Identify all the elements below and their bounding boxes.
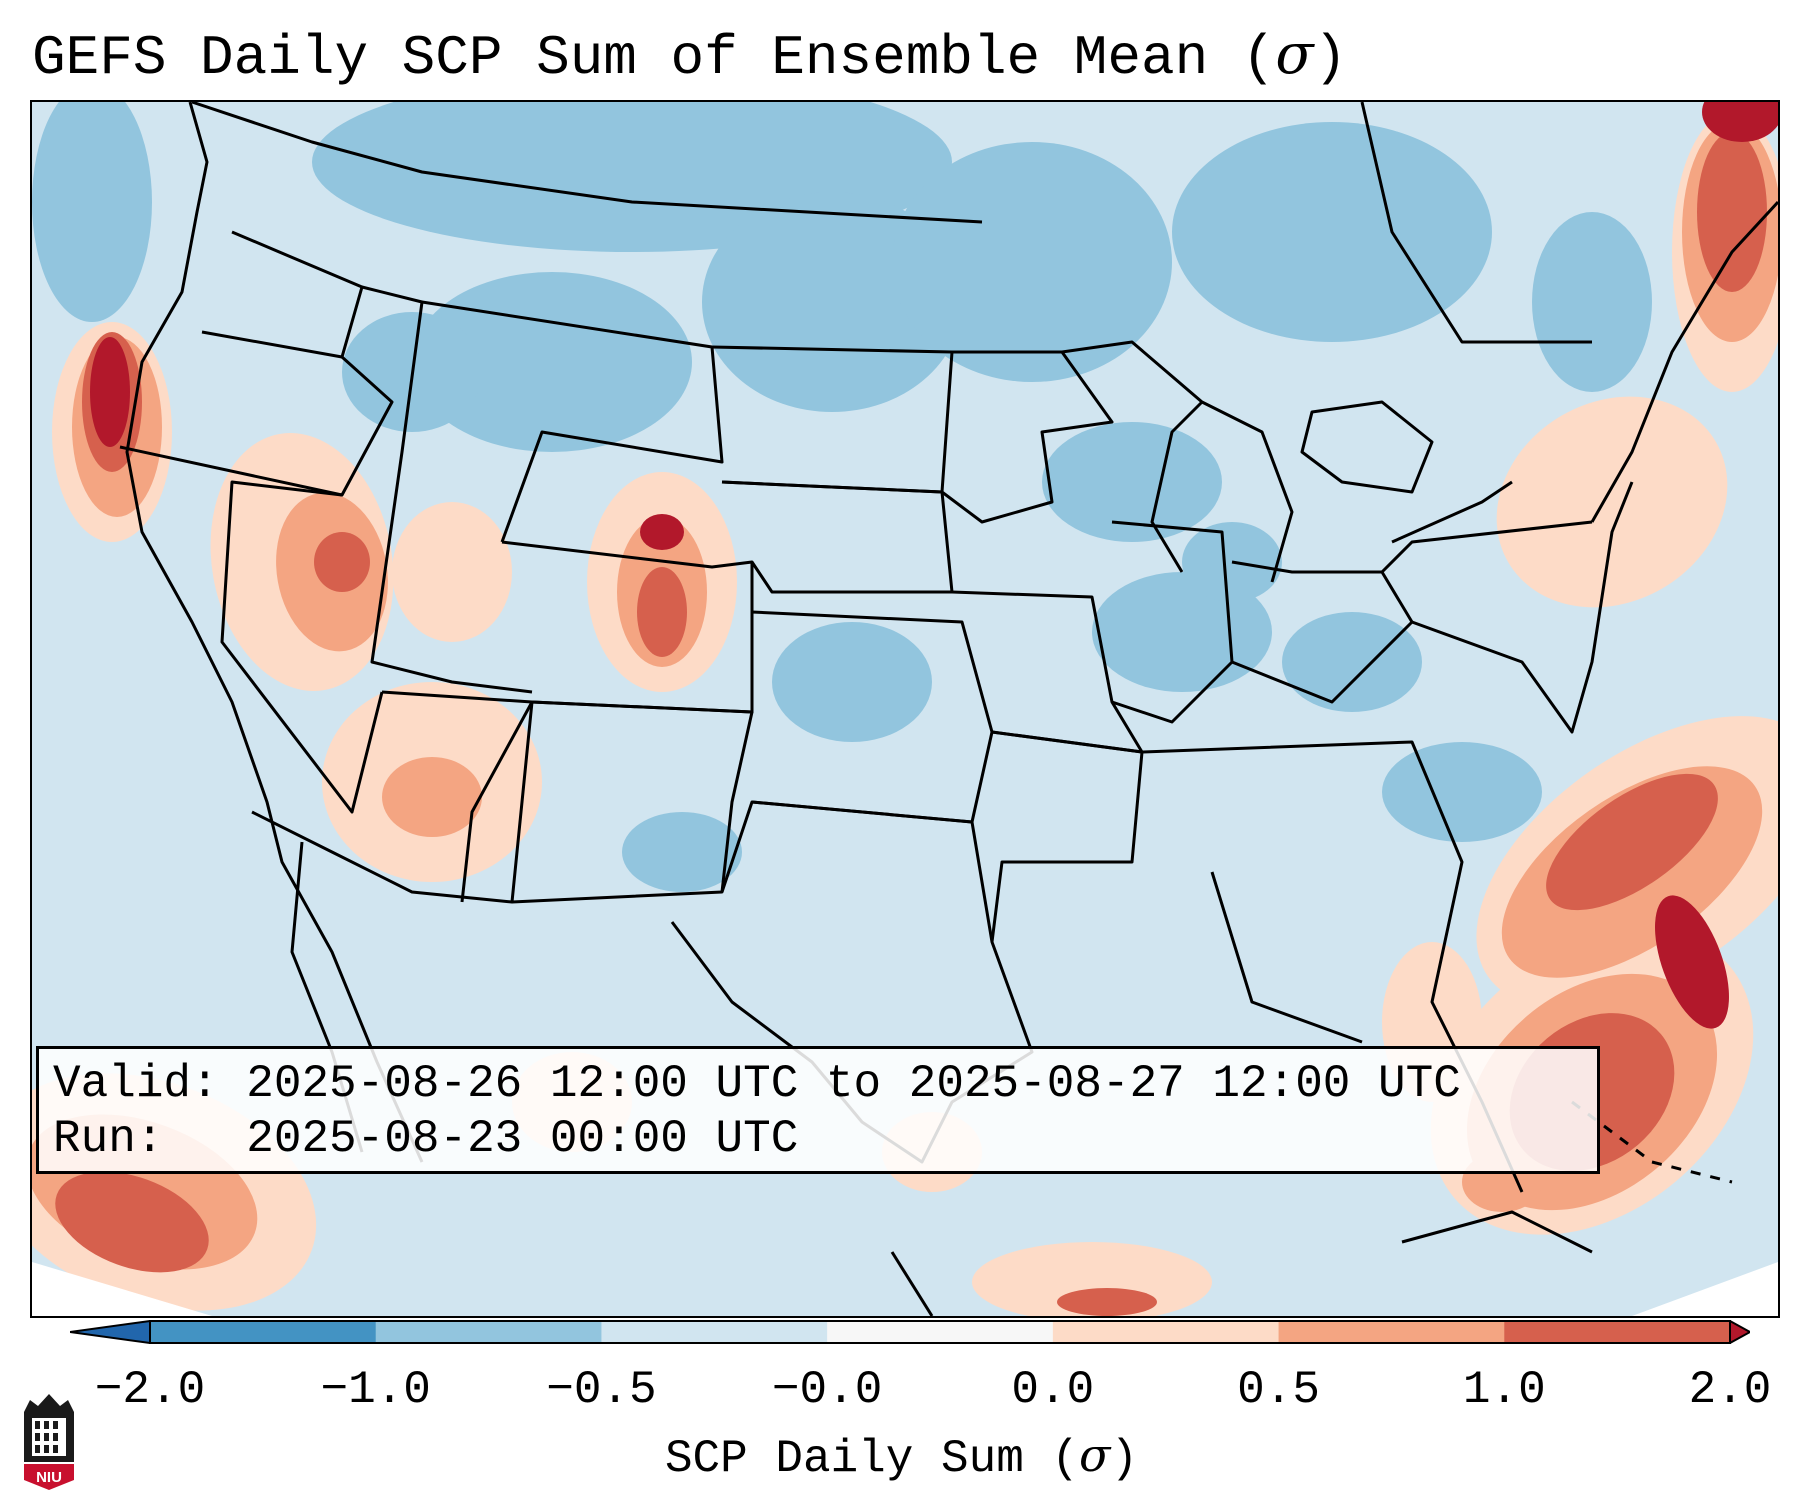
scp-cell [1172, 122, 1492, 342]
scp-cell [622, 812, 742, 892]
projection-corner-left [32, 1262, 212, 1316]
lake-huron-outline [1300, 400, 1434, 494]
colorbar-frame [149, 1320, 1731, 1344]
scp-cell [772, 622, 932, 742]
colorbar-tick-label: 1.0 [1462, 1364, 1546, 1416]
washington-border [201, 230, 364, 359]
scp-cell [90, 337, 130, 447]
colorbar-segment [1504, 1321, 1731, 1343]
colorbar-tick-label: 0.0 [1011, 1364, 1095, 1416]
valid-time-text: Valid: 2025-08-26 12:00 UTC to 2025-08-2… [53, 1058, 1461, 1110]
lake-michigan-outline [1150, 400, 1204, 573]
scp-cell [1532, 212, 1652, 392]
nevada-border [220, 480, 384, 814]
bahamas-outline [1571, 1100, 1733, 1184]
scp-cell [1057, 1288, 1157, 1316]
colorbar-under-arrow [70, 1320, 151, 1344]
ohio-kentucky-border [1231, 560, 1414, 704]
projection-corner-right [1632, 1262, 1778, 1316]
great-lakes-outline [1061, 340, 1294, 583]
run-time-text: Run: 2025-08-23 00:00 UTC [53, 1113, 799, 1165]
scp-cell [637, 567, 687, 657]
cuba-outline [1401, 1210, 1593, 1254]
mid-atlantic-coast [1411, 481, 1634, 734]
niu-logo: NIU [20, 1392, 78, 1492]
colorbar-segment [601, 1321, 828, 1343]
scp-cell [892, 142, 1172, 382]
scp-cell [412, 272, 692, 452]
arkansas-louisiana-border [990, 730, 1144, 943]
pennsylvania-border [1380, 520, 1593, 574]
new-mexico-border [511, 700, 754, 904]
oregon-border [119, 355, 394, 497]
new-england-coast [1590, 200, 1778, 523]
colorbar-segment [1052, 1321, 1280, 1343]
scp-cell [1282, 612, 1422, 712]
alabama-georgia-border [1210, 871, 1363, 1044]
colorbar-segment [150, 1321, 377, 1343]
logo-text: NIU [36, 1469, 62, 1486]
chart-title: GEFS Daily SCP Sum of Ensemble Mean (σ) [32, 22, 1348, 90]
colorbar-tick-label: 2.0 [1688, 1364, 1772, 1416]
scp-cell [1697, 132, 1767, 292]
colorbar-segment [375, 1321, 602, 1343]
canada-border [191, 102, 983, 224]
colorbar-tick-label: −2.0 [94, 1364, 206, 1416]
colorbar-segment [1278, 1321, 1505, 1343]
scp-cell [1382, 742, 1542, 842]
scp-cell [32, 102, 152, 322]
scp-cell [392, 502, 512, 642]
colorbar-tick-label: −0.0 [771, 1364, 883, 1416]
scp-cell [1702, 102, 1778, 142]
colorbar-tick-label: −0.5 [546, 1364, 657, 1416]
colorbar [70, 1320, 1750, 1344]
scp-cell [1496, 396, 1728, 608]
colorbar-label: SCP Daily Sum (σ) [664, 1428, 1139, 1485]
colorbar-over-arrow [1729, 1320, 1750, 1344]
idaho-utah-border [361, 285, 533, 694]
colorbar-tick-label: −1.0 [320, 1364, 431, 1416]
colorbar-segment [827, 1321, 1054, 1343]
west-coastline [125, 102, 424, 1163]
lake-erie-outline [1391, 480, 1513, 544]
montana-border [421, 300, 724, 543]
scp-cell [1546, 773, 1718, 911]
scp-cell [1655, 895, 1729, 1029]
quebec-border [1360, 102, 1592, 344]
scp-cell [314, 532, 370, 592]
scp-cell [382, 757, 482, 837]
yucatan-outline [890, 1251, 934, 1316]
scp-cell [1042, 422, 1222, 542]
scp-field-cells [32, 102, 1778, 1316]
colorbar-tick-label: 0.5 [1237, 1364, 1320, 1416]
valid-info-box: Valid: 2025-08-26 12:00 UTC to 2025-08-2… [36, 1046, 1600, 1174]
scp-cell [55, 1171, 209, 1273]
scp-cell [640, 514, 684, 550]
arizona-border [251, 690, 534, 904]
